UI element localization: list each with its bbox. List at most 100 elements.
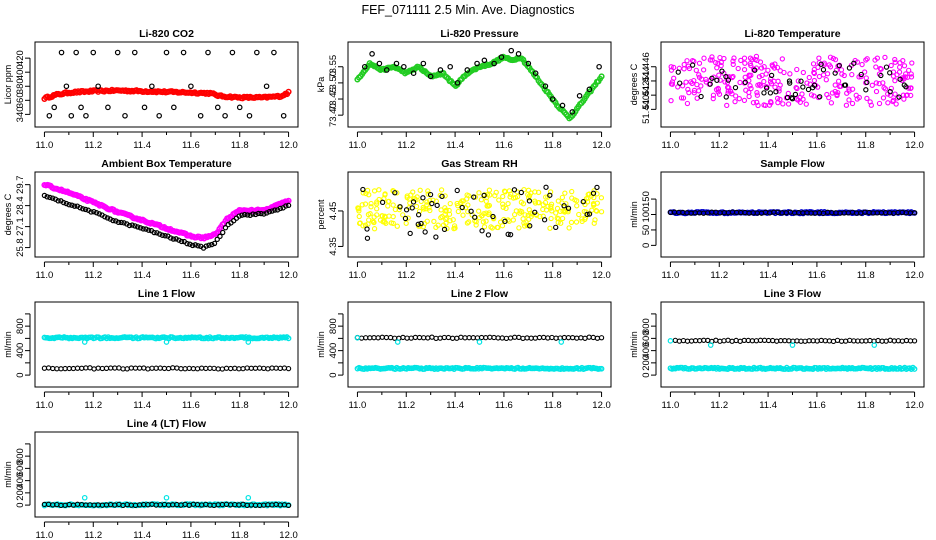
data-point (66, 202, 72, 208)
x-tick-label: 11.0 (349, 400, 367, 411)
data-point (416, 208, 423, 214)
data-point (800, 69, 807, 76)
data-point (62, 365, 68, 372)
data-point (590, 334, 596, 341)
data-point (500, 204, 506, 210)
data-point (443, 216, 449, 222)
data-point (70, 365, 77, 372)
data-point (425, 335, 431, 341)
data-point (51, 104, 58, 111)
x-tick-label: 11.8 (544, 400, 562, 411)
data-point (594, 184, 600, 191)
data-point (773, 89, 779, 95)
data-point (710, 95, 716, 102)
data-point (751, 66, 757, 72)
data-point (508, 47, 515, 54)
data-point (394, 339, 401, 345)
data-point (839, 71, 845, 77)
data-point (390, 202, 396, 208)
data-point (871, 342, 878, 348)
data-point (363, 190, 369, 197)
data-point (904, 74, 911, 80)
data-point (512, 334, 518, 340)
data-point (890, 98, 896, 105)
data-point (383, 220, 389, 226)
data-point (810, 85, 816, 91)
data-point (737, 79, 743, 86)
data-point (576, 92, 583, 99)
x-tick-label: 11.2 (84, 140, 102, 151)
y-tick-label: 600 (641, 330, 652, 346)
data-point (170, 236, 177, 242)
data-point (207, 365, 213, 371)
data-point (211, 240, 218, 247)
data-point (367, 211, 373, 217)
y-tick-label: 73.55 (328, 55, 339, 79)
data-point (727, 88, 733, 94)
data-point (667, 338, 674, 344)
data-point (591, 202, 597, 208)
data-point (872, 57, 878, 63)
y-tick-label: 4.45 (328, 202, 339, 221)
data-point (761, 90, 767, 96)
data-point (896, 94, 902, 100)
data-point (569, 188, 575, 195)
y-axis-label: ml/min (3, 331, 13, 358)
data-point (714, 77, 720, 83)
x-tick-label: 11.0 (662, 400, 680, 411)
data-point (74, 365, 81, 371)
data-point (768, 72, 775, 79)
data-point (677, 80, 683, 86)
data-point (379, 334, 385, 340)
y-axis-label: kPa (316, 77, 326, 93)
data-point (83, 365, 89, 371)
data-point (194, 366, 201, 372)
data-point (236, 366, 242, 372)
data-point (859, 61, 865, 68)
data-point (748, 85, 754, 92)
data-point (700, 67, 707, 73)
data-point (887, 92, 894, 98)
data-point (206, 242, 212, 248)
data-point (441, 226, 448, 233)
data-point (439, 193, 445, 199)
data-point (484, 192, 491, 198)
data-point (560, 208, 566, 214)
data-point (709, 54, 715, 60)
y-tick-label: 29.7 (15, 175, 26, 194)
x-tick-label: 11.2 (710, 270, 728, 281)
data-point (520, 201, 527, 207)
panel-rh: Gas Stream RH percent 11.0 11.2 11.4 11.6 11.8… (316, 158, 612, 281)
data-point (490, 213, 496, 220)
data-point (590, 190, 597, 196)
data-point (170, 365, 176, 371)
data-point (376, 187, 382, 193)
data-point (742, 60, 748, 66)
data-point (582, 216, 588, 223)
data-point (724, 102, 730, 109)
data-point (360, 190, 366, 196)
data-point (390, 213, 396, 220)
data-point (410, 70, 417, 77)
data-point (394, 223, 400, 229)
data-point (211, 365, 217, 372)
data-point (911, 338, 918, 344)
y-tick-label: 400 (15, 473, 26, 489)
data-point (487, 334, 493, 340)
data-point (696, 88, 702, 94)
data-point (887, 89, 893, 95)
data-point (522, 212, 528, 218)
plot-frame (347, 301, 612, 388)
data-point (598, 195, 605, 201)
y-tick-label: 51.444 (641, 66, 652, 95)
plot-frame (347, 171, 612, 258)
data-point (161, 365, 168, 372)
x-tick-label: 11.4 (133, 530, 151, 540)
data-point (869, 82, 875, 88)
data-point (512, 194, 519, 201)
data-point (798, 78, 804, 84)
data-point (558, 339, 565, 345)
data-point (222, 224, 229, 231)
data-point (518, 189, 524, 196)
